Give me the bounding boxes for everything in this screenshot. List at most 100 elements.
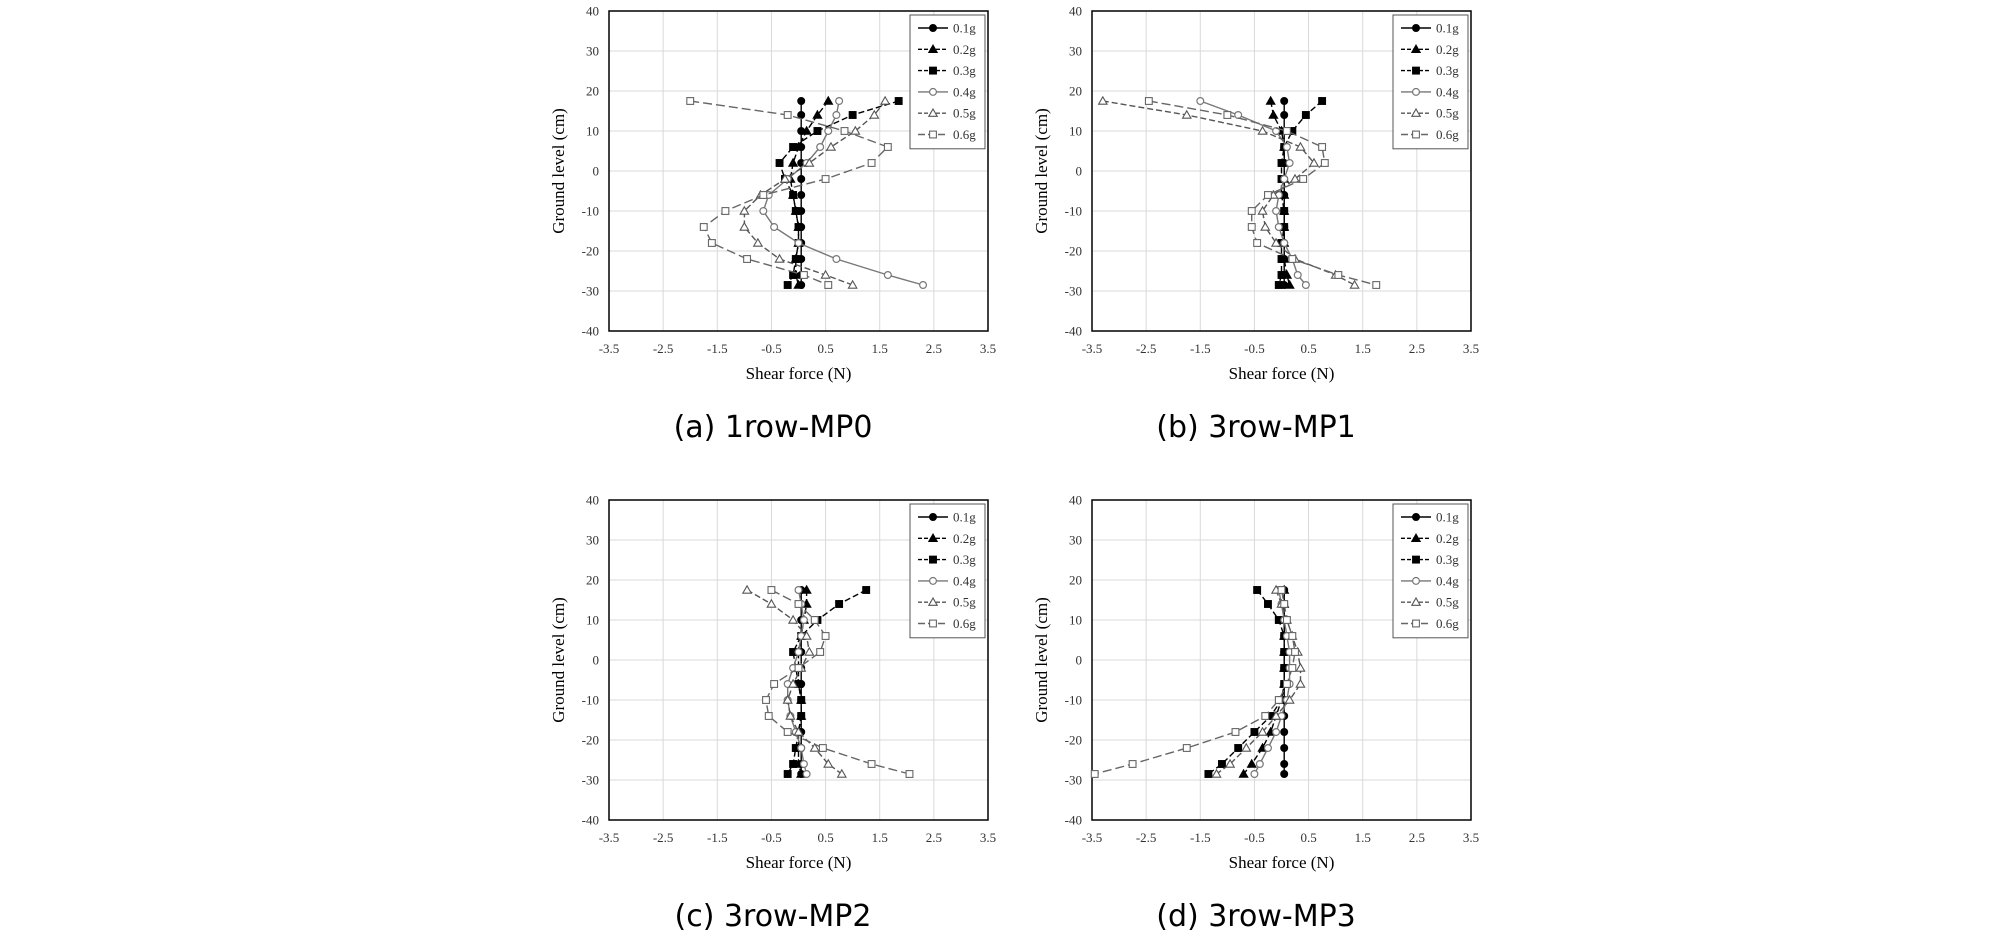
legend-box bbox=[909, 503, 986, 639]
x-tick-label: 1.5 bbox=[1355, 830, 1371, 845]
data-point-0.5g bbox=[774, 253, 785, 263]
legend-label: 0.5g bbox=[1436, 106, 1459, 121]
plot-frame bbox=[1091, 499, 1472, 821]
y-axis-title: Ground level (cm) bbox=[1032, 108, 1051, 234]
data-point-0.6g bbox=[821, 175, 830, 183]
y-axis-title: Ground level (cm) bbox=[1032, 597, 1051, 723]
data-point-0.6g bbox=[770, 680, 779, 688]
legend-marker bbox=[928, 87, 937, 96]
data-point-0.6g bbox=[905, 770, 914, 778]
data-point-0.1g bbox=[797, 191, 806, 200]
data-point-0.4g bbox=[1301, 281, 1310, 290]
data-point-0.6g bbox=[1299, 175, 1308, 183]
x-tick-label: 0.5 bbox=[817, 341, 833, 356]
y-tick-label: 10 bbox=[1069, 613, 1082, 628]
legend-label: 0.1g bbox=[1436, 21, 1459, 36]
legend-label: 0.1g bbox=[953, 510, 976, 525]
data-point-0.6g bbox=[1247, 207, 1256, 215]
legend-marker bbox=[1412, 619, 1420, 628]
plot-frame bbox=[1091, 10, 1472, 332]
data-point-0.5g bbox=[869, 109, 880, 119]
data-point-0.5g bbox=[879, 95, 891, 105]
x-tick-label: 0.5 bbox=[1300, 830, 1316, 845]
data-point-0.6g bbox=[783, 728, 792, 736]
data-point-0.5g bbox=[1349, 279, 1360, 289]
y-tick-label: 30 bbox=[1069, 44, 1082, 59]
data-point-0.5g bbox=[1257, 726, 1268, 736]
data-point-0.5g bbox=[850, 125, 861, 135]
data-point-0.4g bbox=[1255, 759, 1264, 768]
data-point-0.5g bbox=[801, 630, 812, 640]
x-tick-label: 3.5 bbox=[980, 341, 996, 356]
panel-caption: (d) 3row-MP3 bbox=[1156, 899, 1356, 934]
x-tick-label: 0.5 bbox=[1300, 341, 1316, 356]
data-point-0.4g bbox=[794, 585, 803, 594]
data-point-0.1g bbox=[1280, 743, 1289, 752]
data-point-0.3g bbox=[1277, 271, 1286, 279]
data-point-0.6g bbox=[1253, 239, 1262, 247]
data-point-0.5g bbox=[1211, 768, 1222, 778]
data-point-0.3g bbox=[1217, 760, 1226, 768]
legend-label: 0.6g bbox=[953, 616, 976, 631]
data-point-0.5g bbox=[1295, 141, 1306, 151]
y-tick-label: 10 bbox=[1069, 124, 1082, 139]
legend-marker bbox=[1410, 107, 1422, 117]
x-tick-label: -3.5 bbox=[599, 341, 620, 356]
data-point-0.2g bbox=[801, 125, 812, 135]
y-axis-title: Ground level (cm) bbox=[549, 108, 568, 234]
y-tick-label: 20 bbox=[1069, 84, 1082, 99]
data-point-0.5g bbox=[804, 646, 815, 656]
data-point-0.6g bbox=[1288, 632, 1297, 640]
legend-box bbox=[1392, 503, 1469, 639]
data-point-0.2g bbox=[823, 95, 834, 105]
x-tick-label: -3.5 bbox=[1082, 830, 1103, 845]
y-tick-label: 40 bbox=[586, 4, 599, 19]
data-point-0.6g bbox=[818, 744, 827, 752]
data-point-0.5g bbox=[1224, 758, 1236, 768]
y-tick-label: -10 bbox=[1065, 204, 1082, 219]
data-point-0.5g bbox=[785, 710, 796, 720]
legend-label: 0.3g bbox=[1436, 552, 1459, 567]
legend: 0.1g 0.2g 0.3g 0.4g 0.5g 0.6g bbox=[909, 14, 986, 150]
data-point-0.2g bbox=[787, 157, 799, 167]
data-point-0.5g bbox=[1289, 173, 1301, 183]
data-point-0.6g bbox=[799, 271, 808, 279]
data-point-0.4g bbox=[832, 255, 841, 264]
data-point-0.6g bbox=[867, 159, 876, 167]
data-point-0.5g bbox=[793, 726, 804, 736]
legend-marker bbox=[1411, 576, 1420, 585]
data-point-0.4g bbox=[770, 223, 779, 232]
data-point-0.5g bbox=[823, 758, 834, 768]
y-tick-label: -30 bbox=[1065, 284, 1082, 299]
legend: 0.1g 0.2g 0.3g 0.4g 0.5g 0.6g bbox=[1392, 503, 1469, 639]
legend-marker bbox=[929, 555, 937, 564]
data-point-0.3g bbox=[794, 223, 803, 231]
legend-label: 0.5g bbox=[953, 106, 976, 121]
data-point-0.4g bbox=[1234, 110, 1243, 119]
data-point-0.2g bbox=[1268, 109, 1279, 119]
legend-label: 0.2g bbox=[1436, 531, 1459, 546]
y-tick-label: 40 bbox=[1069, 4, 1082, 19]
y-tick-label: 40 bbox=[586, 493, 599, 508]
data-point-0.5g bbox=[809, 742, 820, 752]
data-point-0.5g bbox=[1308, 157, 1320, 167]
data-point-0.6g bbox=[1288, 255, 1297, 263]
data-point-0.3g bbox=[797, 712, 806, 720]
legend-marker bbox=[928, 512, 937, 521]
y-tick-label: -10 bbox=[582, 693, 599, 708]
data-point-0.2g bbox=[1284, 279, 1295, 289]
y-tick-label: -20 bbox=[1065, 733, 1082, 748]
y-tick-label: 10 bbox=[586, 613, 599, 628]
chart-panel-1: -3.5 -2.5 -1.5 -0.5 0.5 1.5 2.5 3.5 40 30 20 10 0 -10… bbox=[549, 4, 996, 384]
y-tick-label: 30 bbox=[586, 533, 599, 548]
panel-caption: (a) 1row-MP0 bbox=[674, 410, 873, 445]
x-tick-label: -1.5 bbox=[1190, 341, 1211, 356]
legend-label: 0.4g bbox=[1436, 573, 1459, 588]
legend: 0.1g 0.2g 0.3g 0.4g 0.5g 0.6g bbox=[1392, 14, 1469, 150]
data-point-0.4g bbox=[799, 759, 808, 768]
data-point-0.5g bbox=[1295, 678, 1306, 688]
data-point-0.6g bbox=[1320, 159, 1329, 167]
y-tick-label: 30 bbox=[586, 44, 599, 59]
data-point-0.5g bbox=[782, 694, 793, 704]
data-point-0.3g bbox=[1253, 586, 1262, 594]
